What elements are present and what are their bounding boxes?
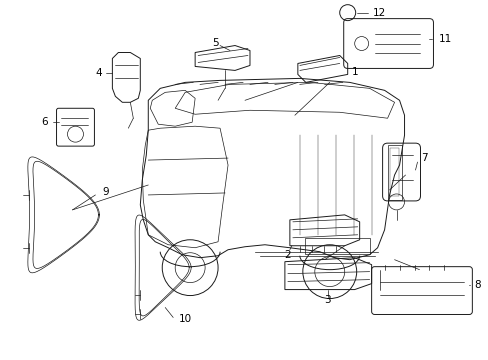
Text: 9: 9 xyxy=(102,187,108,197)
Bar xyxy=(389,148,398,196)
Text: 10: 10 xyxy=(178,314,191,324)
Text: 2: 2 xyxy=(284,250,290,260)
Bar xyxy=(387,145,401,200)
Text: 1: 1 xyxy=(351,67,357,77)
Text: 7: 7 xyxy=(420,153,427,163)
Bar xyxy=(304,238,369,254)
Text: 12: 12 xyxy=(372,8,386,18)
Text: 4: 4 xyxy=(95,68,102,78)
Text: 8: 8 xyxy=(473,280,480,289)
Text: 5: 5 xyxy=(211,37,218,48)
Text: 6: 6 xyxy=(41,117,48,127)
Text: 11: 11 xyxy=(438,33,451,44)
Text: 3: 3 xyxy=(324,294,330,305)
